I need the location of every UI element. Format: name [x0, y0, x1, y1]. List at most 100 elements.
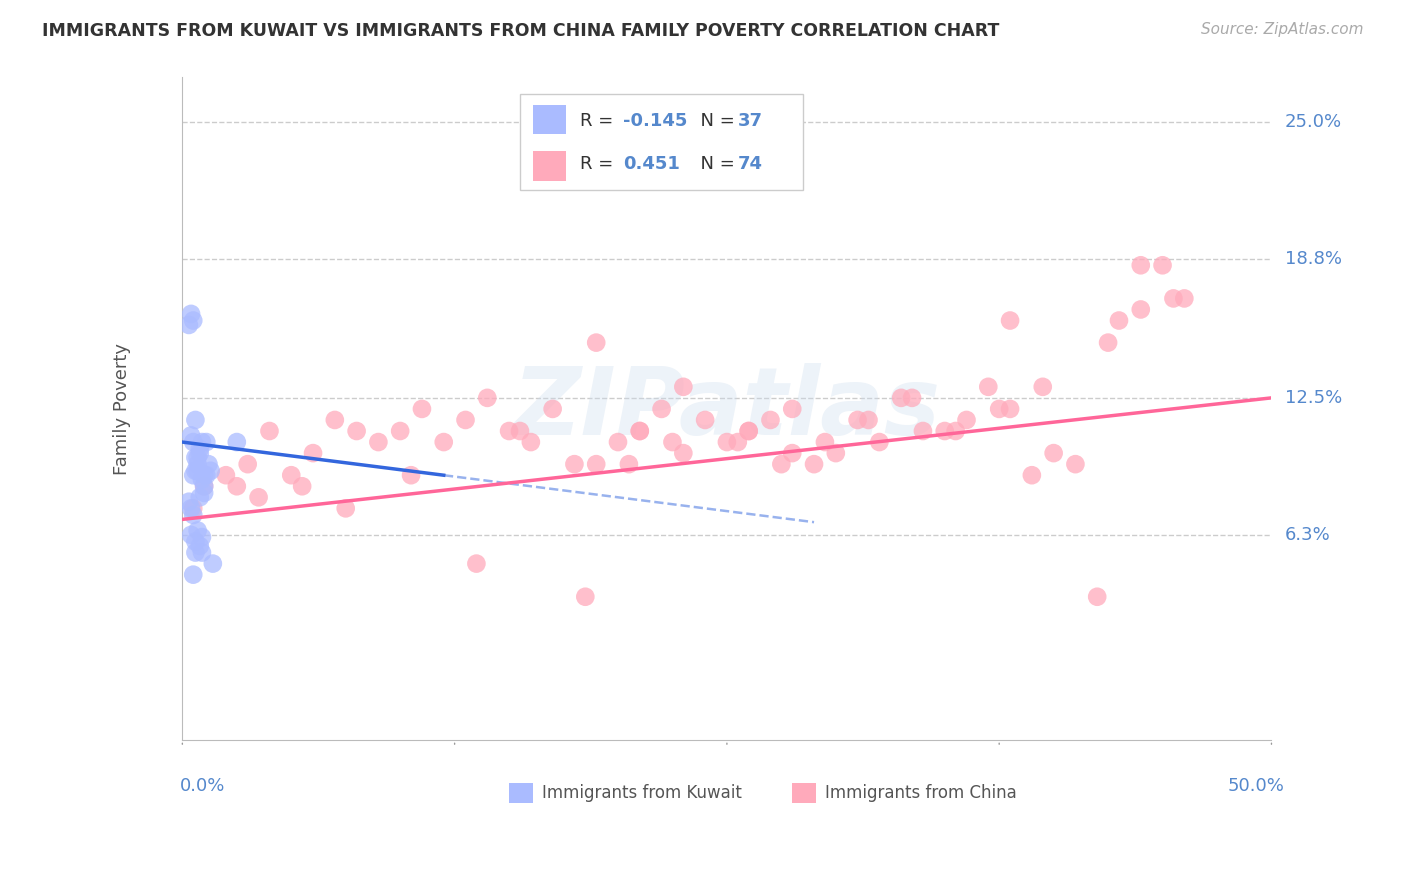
Text: 18.8%: 18.8% [1285, 250, 1341, 268]
Point [1129, 302, 1152, 317]
Point [727, 435, 749, 450]
Point [803, 457, 825, 471]
Text: IMMIGRANTS FROM KUWAIT VS IMMIGRANTS FROM CHINA FAMILY POVERTY CORRELATION CHART: IMMIGRANTS FROM KUWAIT VS IMMIGRANTS FRO… [42, 22, 1000, 40]
Point [184, 450, 207, 465]
Point [1129, 258, 1152, 272]
Point [187, 450, 209, 465]
Point [1085, 590, 1108, 604]
Point [181, 501, 204, 516]
Point [193, 486, 215, 500]
Point [672, 446, 695, 460]
Point [759, 413, 782, 427]
Point [191, 473, 214, 487]
Point [1163, 292, 1185, 306]
Point [858, 413, 880, 427]
Point [868, 435, 890, 450]
Point [934, 424, 956, 438]
Point [651, 401, 673, 416]
Point [998, 313, 1021, 327]
Point [195, 468, 218, 483]
Text: 0.451: 0.451 [623, 155, 681, 173]
Point [201, 557, 224, 571]
Point [695, 413, 717, 427]
Point [188, 446, 211, 460]
Point [181, 567, 204, 582]
Point [188, 442, 211, 456]
Point [1064, 457, 1087, 471]
Text: 25.0%: 25.0% [1285, 112, 1341, 130]
FancyBboxPatch shape [533, 104, 565, 135]
Text: 50.0%: 50.0% [1227, 777, 1285, 795]
Point [181, 435, 204, 450]
Point [335, 501, 357, 516]
Point [1097, 335, 1119, 350]
Point [520, 435, 543, 450]
FancyBboxPatch shape [792, 783, 817, 804]
Point [200, 464, 222, 478]
Point [291, 479, 314, 493]
Point [323, 413, 346, 427]
Point [1173, 292, 1195, 306]
Point [259, 424, 281, 438]
Point [191, 435, 214, 450]
Point [477, 391, 499, 405]
Point [188, 539, 211, 553]
Point [184, 413, 207, 427]
Text: Immigrants from China: Immigrants from China [825, 784, 1017, 803]
Text: 0.0%: 0.0% [180, 777, 225, 795]
Text: -0.145: -0.145 [623, 112, 688, 130]
Point [901, 391, 924, 405]
Point [389, 424, 412, 438]
Point [180, 307, 202, 321]
Point [184, 545, 207, 559]
Point [607, 435, 630, 450]
Point [187, 464, 209, 478]
Point [399, 468, 422, 483]
Point [191, 545, 214, 559]
Point [181, 313, 204, 327]
Point [977, 380, 1000, 394]
Point [184, 464, 207, 478]
Point [184, 534, 207, 549]
Point [188, 491, 211, 505]
Point [346, 424, 368, 438]
Text: Family Poverty: Family Poverty [114, 343, 131, 475]
Point [890, 391, 912, 405]
Point [193, 479, 215, 493]
Point [737, 424, 759, 438]
Text: R =: R = [579, 112, 619, 130]
Text: ZIPatlas: ZIPatlas [513, 363, 941, 455]
Point [195, 435, 218, 450]
FancyBboxPatch shape [533, 151, 565, 180]
Point [911, 424, 934, 438]
Point [454, 413, 477, 427]
Point [814, 435, 837, 450]
Text: Source: ZipAtlas.com: Source: ZipAtlas.com [1201, 22, 1364, 37]
Point [585, 457, 607, 471]
Point [564, 457, 586, 471]
Point [180, 501, 202, 516]
Point [187, 524, 209, 538]
Point [225, 479, 247, 493]
Point [215, 468, 238, 483]
Point [193, 479, 215, 493]
Point [225, 435, 247, 450]
Point [181, 468, 204, 483]
Point [780, 401, 803, 416]
Text: 74: 74 [738, 155, 763, 173]
Point [1152, 258, 1174, 272]
Point [509, 424, 531, 438]
Text: 12.5%: 12.5% [1285, 389, 1341, 407]
Point [302, 446, 325, 460]
FancyBboxPatch shape [509, 783, 533, 804]
Point [197, 457, 219, 471]
Point [411, 401, 433, 416]
FancyBboxPatch shape [520, 94, 803, 190]
Point [574, 590, 596, 604]
Point [465, 557, 488, 571]
Point [541, 401, 564, 416]
Point [180, 428, 202, 442]
Point [824, 446, 846, 460]
Text: Immigrants from Kuwait: Immigrants from Kuwait [541, 784, 741, 803]
Point [177, 318, 200, 332]
